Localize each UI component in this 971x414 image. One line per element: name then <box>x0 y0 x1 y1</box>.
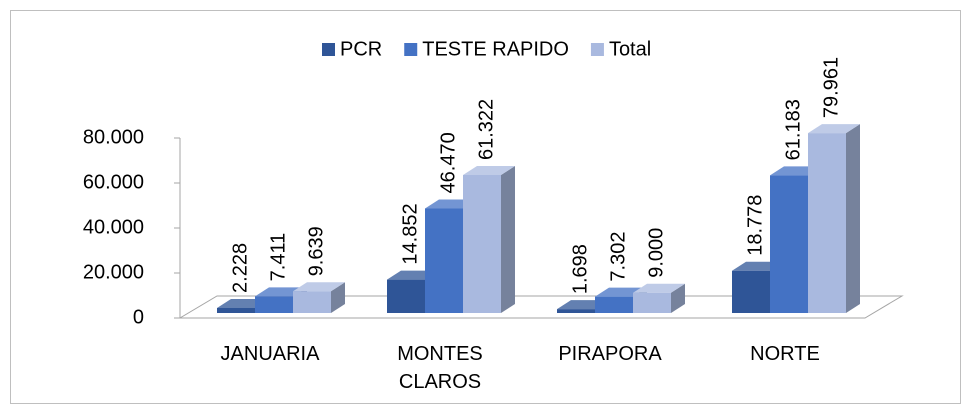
bar-face <box>331 282 345 313</box>
data-label: 18.778 <box>744 195 766 256</box>
y-tick-label: 20.000 <box>83 261 144 283</box>
data-label: 14.852 <box>399 203 421 264</box>
floor <box>178 295 904 319</box>
y-tick-label: 40.000 <box>83 216 144 238</box>
bar-face <box>501 166 515 313</box>
bar-face <box>557 309 595 313</box>
bar-face <box>671 283 685 313</box>
legend-label: PCR <box>340 38 382 60</box>
data-label: 1.698 <box>569 244 591 294</box>
bar <box>463 166 515 313</box>
data-label: 79.961 <box>820 57 842 118</box>
bar-face <box>732 270 770 313</box>
bar-face <box>770 175 808 313</box>
bar-face <box>633 292 671 313</box>
bar-face <box>387 279 425 313</box>
legend-swatch <box>590 43 604 56</box>
data-label: 2.228 <box>229 243 251 293</box>
data-label: 9.639 <box>305 226 327 276</box>
bar-face <box>255 296 293 313</box>
bar-face <box>293 282 345 292</box>
data-label: 7.411 <box>267 233 289 282</box>
bar <box>633 283 685 313</box>
bar-face <box>846 124 860 313</box>
bar-face <box>425 208 463 313</box>
bar-face <box>463 175 501 313</box>
bar-face <box>463 166 515 176</box>
legend-label: Total <box>609 38 651 60</box>
bar-face <box>808 124 860 134</box>
bar <box>808 124 860 313</box>
legend-swatch <box>404 43 418 56</box>
y-tick-label: 0 <box>133 306 144 328</box>
bar-face <box>595 296 633 313</box>
bar-face <box>293 291 331 313</box>
legend-swatch <box>322 43 335 56</box>
data-label: 61.322 <box>475 99 497 160</box>
x-tick-label: MONTES CLAROS <box>397 343 483 393</box>
legend-label: TESTE RAPIDO <box>422 38 569 60</box>
bar <box>293 282 345 313</box>
y-tick-label: 60.000 <box>83 171 144 193</box>
x-tick-label: PIRAPORA <box>558 343 662 365</box>
data-label: 9.000 <box>645 228 667 278</box>
data-label: 46.470 <box>437 132 459 193</box>
data-label: 7.302 <box>607 232 629 282</box>
data-label: 61.183 <box>782 99 804 160</box>
y-tick-label: 80.000 <box>83 126 144 148</box>
bar-face <box>217 307 255 313</box>
bar-face <box>808 133 846 313</box>
x-tick-label: NORTE <box>750 343 820 365</box>
x-tick-label: JANUARIA <box>220 343 320 365</box>
bar-face <box>633 283 685 293</box>
